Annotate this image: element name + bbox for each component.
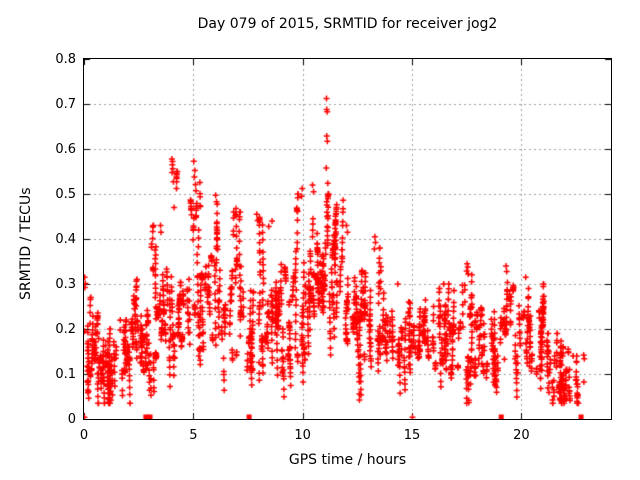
y-tick-label: 0.2 (55, 321, 76, 337)
y-tick-label: 0.3 (55, 276, 76, 292)
x-tick-label: 15 (403, 428, 421, 443)
y-tick-label: 0 (67, 411, 76, 427)
y-tick-label: 0.5 (55, 186, 76, 202)
y-tick-label: 0.8 (55, 51, 76, 67)
x-axis-title: GPS time / hours (288, 452, 407, 468)
chart-title: Day 079 of 2015, SRMTID for receiver jog… (197, 16, 498, 32)
plot-area (83, 58, 612, 420)
y-tick-label: 0.1 (55, 366, 76, 382)
y-tick-label: 0.6 (55, 141, 76, 157)
x-tick-label: 20 (513, 428, 530, 443)
x-tick-label: 10 (294, 428, 311, 443)
x-tick-label: 5 (189, 428, 198, 443)
scatter-plot-canvas (84, 59, 611, 419)
y-tick-label: 0.4 (55, 231, 76, 247)
y-tick-label: 0.7 (55, 96, 76, 112)
x-tick-label: 0 (79, 428, 89, 443)
